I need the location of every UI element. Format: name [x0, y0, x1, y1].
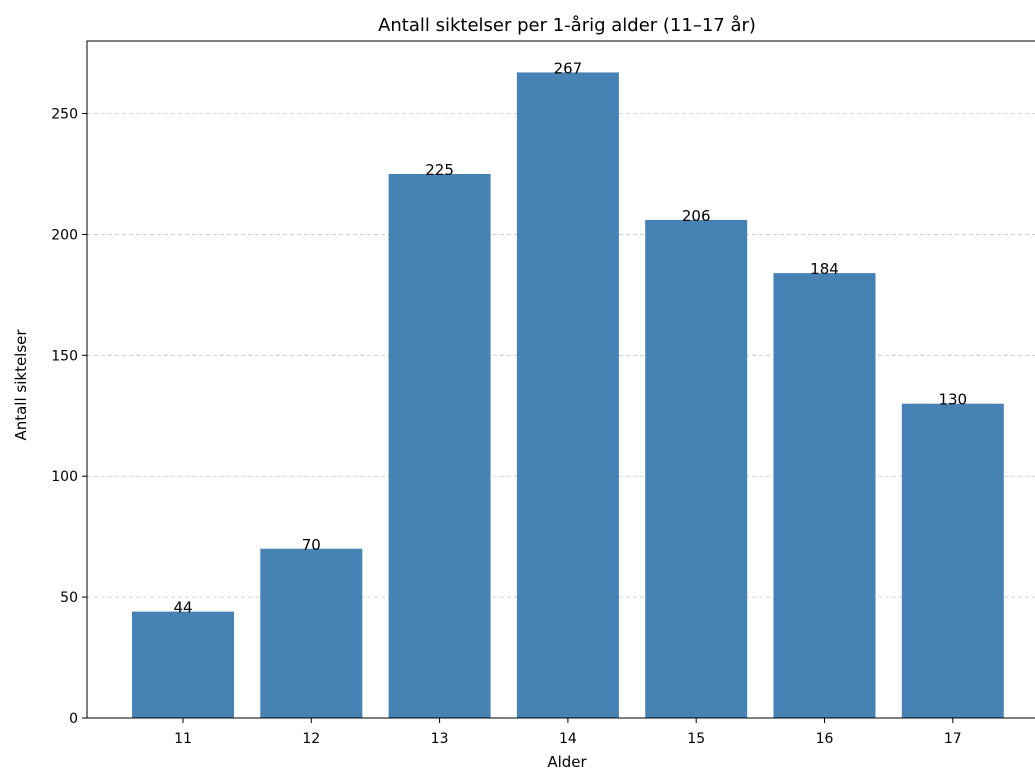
y-tick-label: 150: [51, 348, 78, 364]
x-tick-label: 14: [559, 731, 577, 747]
bar-value-label: 44: [173, 599, 192, 617]
x-tick-label: 17: [944, 731, 962, 747]
bar: [388, 173, 491, 718]
y-axis-label: Antall siktelser: [12, 329, 30, 441]
chart-title: Antall siktelser per 1-årig alder (11–17…: [378, 15, 756, 36]
bar-value-label: 130: [938, 391, 967, 409]
x-tick-label: 15: [687, 731, 705, 747]
bar-value-label: 206: [682, 207, 711, 225]
x-tick-label: 16: [816, 731, 834, 747]
x-axis-label: Alder: [547, 753, 587, 771]
bar-value-label: 184: [810, 260, 839, 278]
y-axis-ticks: 0 50 100 150 200 250: [51, 107, 87, 727]
bar: [645, 219, 748, 718]
data-labels-group: 44 70 225 267 206 184 130: [173, 59, 967, 616]
x-tick-label: 11: [174, 731, 192, 747]
bars-group: [132, 72, 1004, 719]
bar: [132, 611, 234, 718]
plot-frame: [86, 40, 1035, 719]
y-tick-label: 50: [60, 590, 78, 606]
bar: [260, 548, 363, 718]
bar-value-label: 225: [425, 161, 454, 179]
y-tick-label: 200: [51, 227, 78, 243]
x-tick-label: 12: [302, 731, 320, 747]
y-tick-label: 250: [51, 107, 78, 123]
bar-value-label: 70: [302, 536, 321, 554]
y-tick-label: 0: [69, 711, 78, 727]
bar: [516, 72, 619, 719]
y-tick-label: 100: [51, 469, 78, 485]
bar: [773, 273, 876, 718]
bar-value-label: 267: [554, 59, 583, 77]
x-axis-ticks: 11 12 13 14 15 16 17: [174, 718, 962, 747]
x-tick-label: 13: [431, 731, 449, 747]
bar: [901, 403, 1004, 718]
